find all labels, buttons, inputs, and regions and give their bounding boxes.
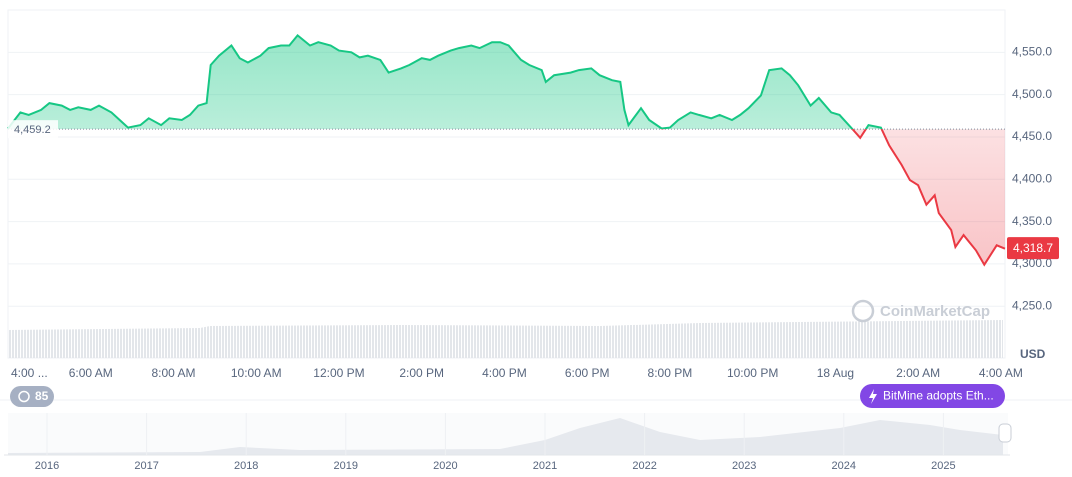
x-tick-label: 6:00 AM bbox=[69, 366, 113, 380]
x-tick-label: 12:00 PM bbox=[313, 366, 364, 380]
navigator-year: 2020 bbox=[433, 460, 457, 472]
watermark-text: CoinMarketCap bbox=[880, 303, 990, 320]
x-tick-label: 2:00 AM bbox=[896, 366, 940, 380]
navigator-year: 2021 bbox=[533, 460, 557, 472]
x-tick-label: 4:00 AM bbox=[979, 366, 1023, 380]
navigator-year: 2017 bbox=[134, 460, 158, 472]
navigator-area bbox=[8, 418, 1003, 455]
x-tick-label: 6:00 PM bbox=[565, 366, 610, 380]
x-tick-label: 8:00 PM bbox=[648, 366, 693, 380]
y-tick-label: 4,550.0 bbox=[1012, 44, 1052, 58]
event-pill[interactable]: BitMine adopts Eth... bbox=[860, 384, 1005, 408]
unit-label: USD bbox=[1020, 347, 1046, 361]
volume-bars bbox=[8, 320, 1003, 358]
y-tick-label: 4,300.0 bbox=[1012, 256, 1052, 270]
navigator-year: 2022 bbox=[632, 460, 656, 472]
y-tick-label: 4,250.0 bbox=[1012, 298, 1052, 312]
navigator-year: 2018 bbox=[234, 460, 258, 472]
y-tick-label: 4,400.0 bbox=[1012, 171, 1052, 185]
x-tick-label: 8:00 AM bbox=[151, 366, 195, 380]
navigator-year: 2024 bbox=[832, 460, 856, 472]
x-tick-label: 18 Aug bbox=[817, 366, 854, 380]
navigator-year: 2025 bbox=[931, 460, 955, 472]
last-price-tag bbox=[1007, 237, 1059, 260]
navigator-handle[interactable] bbox=[998, 423, 1012, 443]
x-tick-label: 2:00 PM bbox=[399, 366, 444, 380]
y-tick-label: 4,350.0 bbox=[1012, 214, 1052, 228]
price-line-up bbox=[7, 33, 883, 130]
plot bbox=[7, 33, 1006, 307]
baseline-label: 4,459.2 bbox=[14, 124, 51, 136]
badge[interactable]: 85 bbox=[10, 386, 54, 407]
last-price-label: 4,318.7 bbox=[1013, 241, 1053, 255]
area-up bbox=[8, 35, 882, 130]
navigator-year: 2023 bbox=[732, 460, 756, 472]
x-tick-label: 10:00 PM bbox=[727, 366, 778, 380]
x-tick-label: 4:00 PM bbox=[482, 366, 527, 380]
navigator-year: 2019 bbox=[334, 460, 358, 472]
baseline-label-bg bbox=[8, 120, 58, 139]
y-tick-label: 4,500.0 bbox=[1012, 87, 1052, 101]
watermark: CoinMarketCap bbox=[851, 299, 990, 323]
x-tick-label: 10:00 AM bbox=[231, 366, 282, 380]
event-text: BitMine adopts Eth... bbox=[883, 389, 994, 403]
y-tick-label: 4,450.0 bbox=[1012, 129, 1052, 143]
badge-count: 85 bbox=[35, 389, 49, 403]
x-tick-label: 4:00 ... bbox=[11, 366, 48, 380]
navigator-year: 2016 bbox=[35, 460, 59, 472]
area-down bbox=[8, 129, 1005, 265]
